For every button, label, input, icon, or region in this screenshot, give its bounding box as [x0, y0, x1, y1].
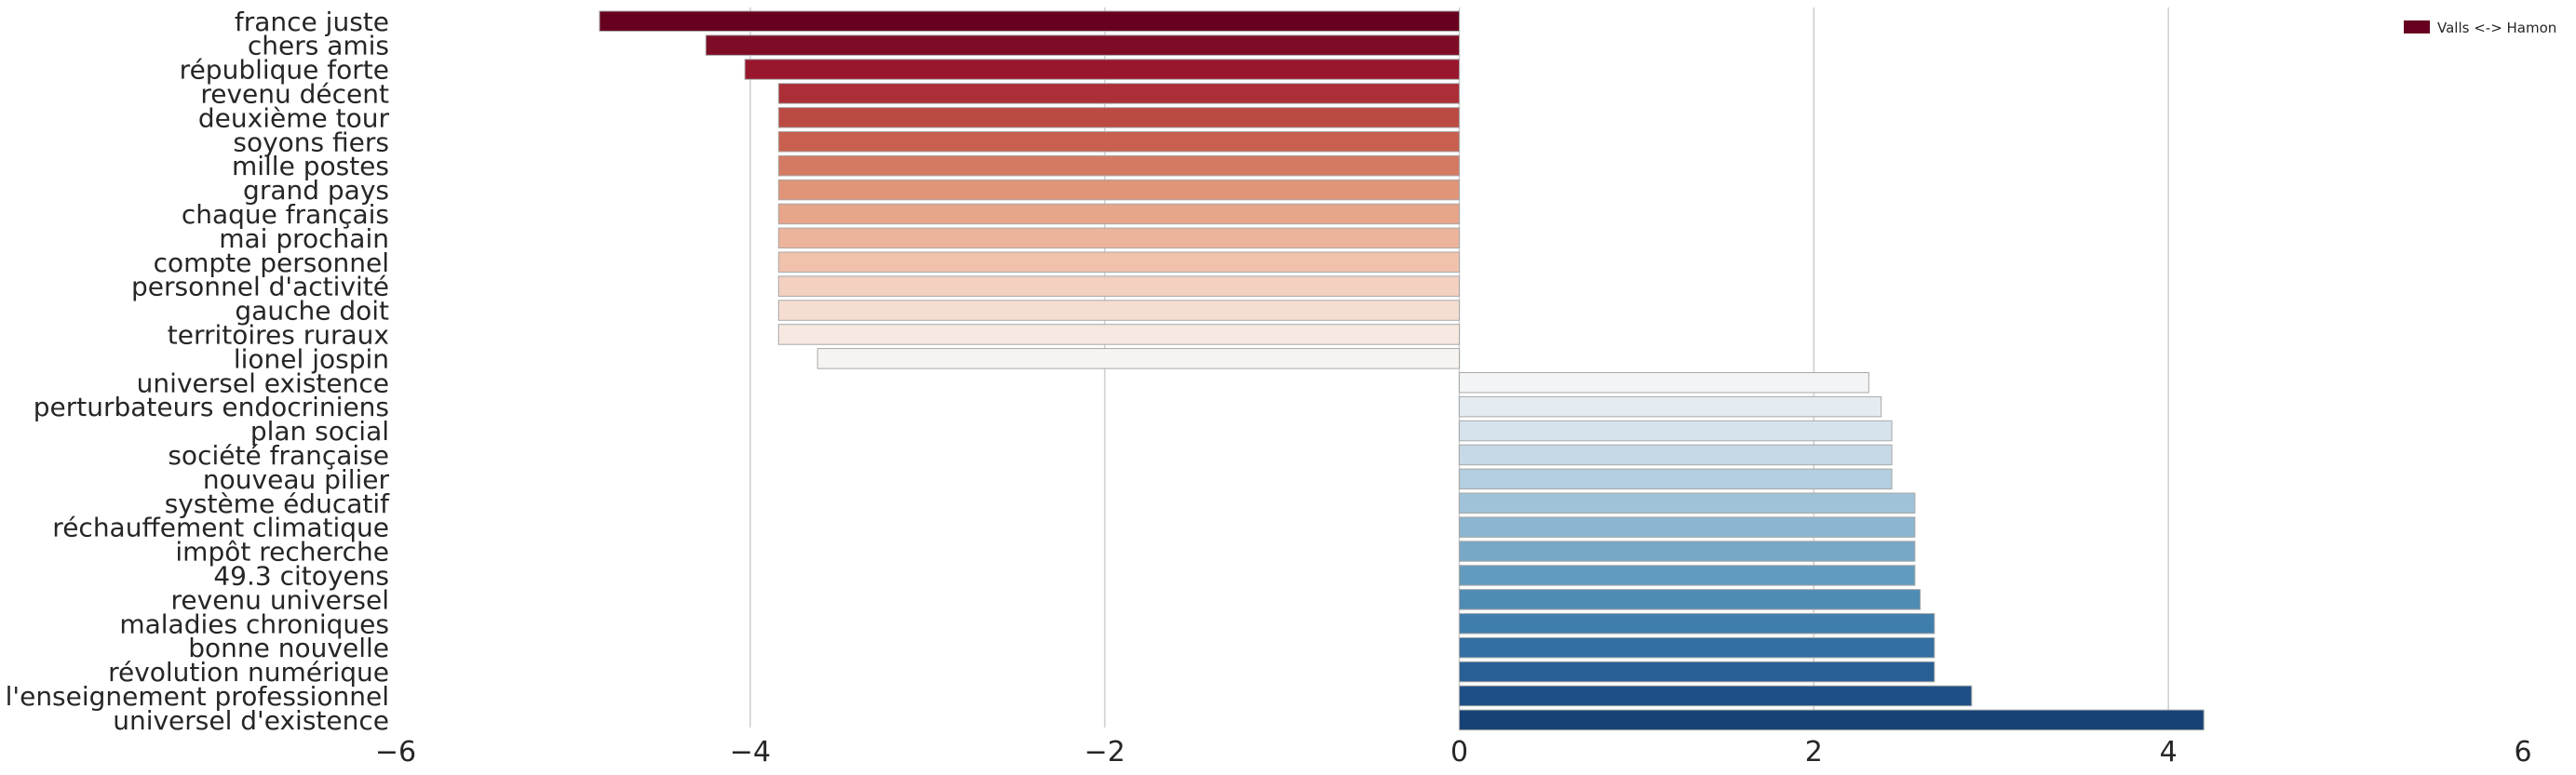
category-label: réchauffement climatique	[52, 513, 389, 543]
category-label: perturbateurs endocriniens	[34, 392, 389, 422]
bar	[1459, 516, 1916, 538]
legend-label: Valls <-> Hamon	[2437, 20, 2556, 36]
bar	[777, 275, 1460, 297]
bar	[705, 34, 1460, 56]
bar	[599, 10, 1460, 32]
category-label: soyons fiers	[233, 127, 389, 157]
x-tick-label: −6	[375, 736, 416, 768]
bar	[777, 227, 1460, 249]
bar	[777, 131, 1460, 153]
category-label: système éducatif	[165, 488, 390, 519]
x-tick-label: 6	[2514, 736, 2531, 768]
category-label: l'enseignement professionnel	[6, 681, 389, 712]
bar	[1459, 685, 1973, 707]
bar	[1459, 492, 1916, 514]
category-label: revenu universel	[171, 584, 390, 615]
bar	[1459, 372, 1869, 394]
bar	[1459, 468, 1893, 490]
category-label: chaque français	[182, 199, 389, 230]
bar	[777, 154, 1460, 177]
bar	[1459, 661, 1935, 683]
category-label: république forte	[180, 55, 389, 86]
bar	[1459, 589, 1922, 610]
category-label: bonne nouvelle	[188, 633, 389, 663]
x-tick-label: 2	[1805, 736, 1823, 768]
category-label: société française	[168, 440, 389, 471]
bar	[1459, 541, 1916, 562]
category-label: compte personnel	[154, 247, 389, 278]
category-label: universel d'existence	[113, 705, 389, 736]
bars	[599, 10, 2205, 731]
category-label: deuxième tour	[198, 102, 390, 133]
category-label: 49.3 citoyens	[213, 560, 389, 591]
bar	[777, 300, 1460, 321]
bar	[816, 348, 1460, 369]
category-label: chers amis	[248, 31, 389, 61]
category-label: france juste	[235, 7, 389, 37]
x-tick-label: −4	[730, 736, 771, 768]
bar	[1459, 636, 1935, 659]
x-tick-label: 4	[2160, 736, 2178, 768]
category-label: territoires ruraux	[168, 319, 389, 350]
category-label: mille postes	[232, 151, 389, 181]
bar	[777, 83, 1460, 104]
bar	[777, 107, 1460, 128]
x-tick-label: 0	[1450, 736, 1468, 768]
bar	[1459, 395, 1882, 418]
x-tick-label: −2	[1085, 736, 1126, 768]
legend: Valls <-> Hamon	[2404, 20, 2556, 36]
bar	[1459, 709, 2205, 731]
bar	[1459, 420, 1893, 442]
bar	[1459, 565, 1916, 586]
bar	[777, 179, 1460, 201]
category-label: nouveau pilier	[203, 464, 390, 495]
category-label: universel existence	[137, 367, 389, 398]
bar	[777, 324, 1460, 345]
legend-swatch	[2404, 20, 2430, 33]
bar	[777, 203, 1460, 225]
category-label: maladies chroniques	[119, 608, 389, 639]
category-label: lionel jospin	[234, 343, 389, 374]
category-label: plan social	[250, 416, 389, 447]
category-label: mai prochain	[219, 223, 389, 254]
bar	[777, 251, 1460, 273]
bar	[1459, 613, 1935, 635]
category-label: grand pays	[243, 175, 389, 206]
bar	[1459, 444, 1893, 466]
category-label: révolution numérique	[108, 657, 389, 688]
category-label: impôt recherche	[175, 537, 389, 568]
category-label: gauche doit	[235, 296, 389, 327]
category-label: personnel d'activité	[131, 272, 389, 302]
x-tick-labels: −6 −4 −2 0 2 4 6	[375, 736, 2532, 768]
category-label: revenu décent	[200, 78, 389, 109]
bar	[744, 59, 1460, 80]
